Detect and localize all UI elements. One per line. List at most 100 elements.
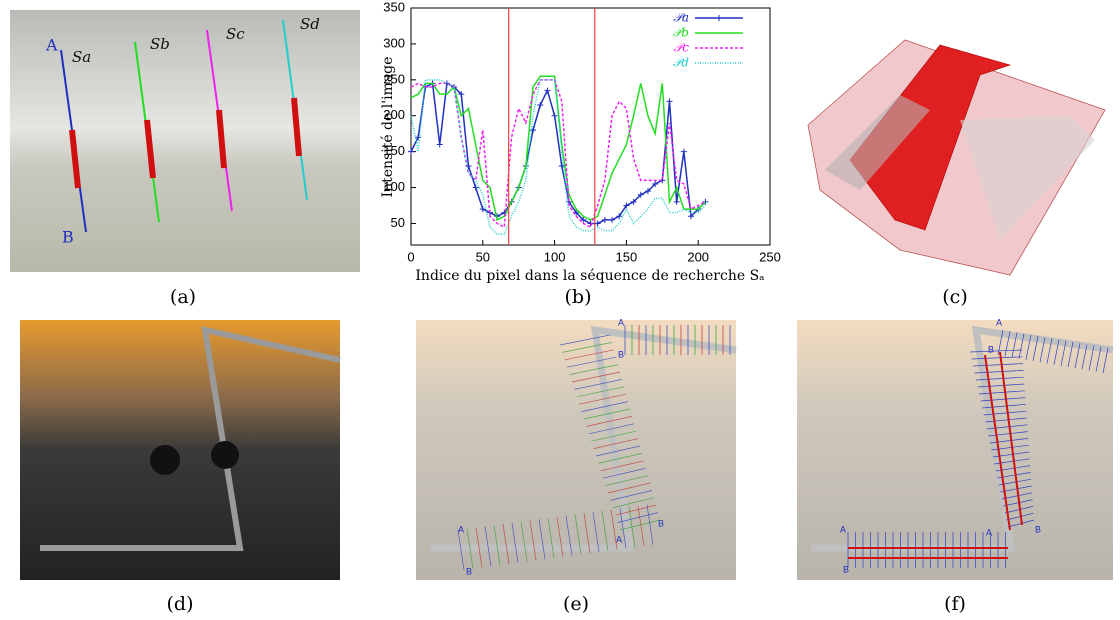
search-line (1003, 499, 1033, 507)
search-line (1102, 347, 1109, 374)
point-label: B (618, 349, 624, 359)
search-line (574, 514, 582, 555)
x-tick-label: 0 (407, 249, 414, 264)
panel-c (807, 39, 1106, 276)
point-label: B (988, 344, 994, 354)
point-marker (415, 134, 422, 141)
search-line (974, 370, 1024, 374)
search-line (977, 383, 1025, 388)
point-marker (609, 216, 616, 223)
search-line (1060, 340, 1067, 366)
point-marker (530, 127, 537, 134)
search-line (559, 334, 611, 346)
point-marker (601, 216, 608, 223)
search-line (988, 431, 1028, 437)
series-line (410, 79, 706, 229)
search-line (610, 509, 618, 550)
sequence-label: Sc (226, 25, 245, 43)
search-line (603, 467, 647, 479)
search-line (607, 482, 651, 494)
surface (807, 39, 1106, 276)
y-tick-label: 200 (383, 107, 405, 122)
y-tick-label: 250 (383, 71, 405, 86)
panel-a: A B Sa Sb Sc Sd (10, 10, 360, 272)
sequence-label: Sa (72, 48, 91, 66)
point-label: B (843, 564, 849, 574)
point-label: A (45, 36, 58, 55)
search-line (511, 522, 519, 563)
point-marker (458, 91, 465, 98)
search-line (583, 513, 591, 554)
search-line (605, 475, 649, 486)
x-tick-label: 250 (759, 249, 781, 264)
legend-marker (716, 15, 722, 21)
search-line (985, 417, 1027, 423)
search-line (1074, 343, 1081, 369)
search-line (520, 521, 528, 562)
search-line (601, 510, 609, 551)
search-line (979, 390, 1025, 395)
photo (797, 320, 1113, 580)
search-line (637, 505, 645, 547)
point-marker (666, 98, 673, 105)
caption: (a) (170, 286, 196, 308)
y-tick-label: 350 (383, 0, 405, 14)
search-line (1025, 334, 1032, 360)
search-line (564, 349, 615, 361)
search-line (576, 386, 625, 398)
search-line (591, 430, 637, 442)
point-marker (616, 213, 623, 220)
search-line (1004, 506, 1034, 514)
search-line (976, 376, 1024, 381)
search-line (569, 364, 619, 375)
point-label: A (618, 317, 624, 327)
search-line (997, 329, 1004, 356)
edge-segment (216, 109, 227, 169)
search-line (562, 342, 613, 353)
point-marker (580, 216, 587, 223)
point-marker (630, 198, 637, 205)
search-line (610, 490, 653, 501)
search-line (971, 356, 1023, 360)
point-label: B (658, 518, 664, 528)
point-label: A (996, 317, 1002, 327)
y-tick-label: 100 (383, 179, 405, 194)
x-tick-label: 50 (476, 249, 490, 264)
y-tick-label: 150 (383, 143, 405, 158)
wire (430, 325, 737, 552)
search-line (567, 356, 617, 368)
point-marker (587, 220, 594, 227)
caption: (d) (167, 593, 194, 615)
point-marker (637, 191, 644, 198)
search-line (529, 520, 537, 561)
search-line (1032, 335, 1039, 362)
search-line (538, 519, 546, 560)
search-line (581, 401, 629, 412)
x-tick-label: 100 (544, 249, 566, 264)
search-line (547, 517, 555, 559)
search-line (1088, 345, 1095, 371)
search-line (598, 453, 643, 464)
point-marker (408, 148, 414, 155)
point-marker (644, 188, 651, 195)
edge-segment (144, 119, 156, 179)
point-label: B (1035, 524, 1041, 534)
search-line (502, 523, 510, 565)
point-label: A (986, 527, 992, 537)
x-axis-label: Indice du pixel dans la séquence de rech… (415, 268, 765, 284)
search-line (646, 504, 654, 545)
x-tick-label: 200 (687, 249, 709, 264)
search-line (1081, 344, 1088, 370)
legend-label: 𝒫d (673, 56, 690, 70)
search-line (1004, 331, 1011, 357)
photo (10, 10, 360, 272)
caption: (c) (942, 286, 967, 308)
point-marker (479, 206, 486, 213)
edge-segment (69, 129, 81, 189)
search-line (493, 525, 501, 566)
series-line (410, 79, 706, 235)
photo (20, 320, 340, 580)
point-marker (551, 112, 558, 119)
search-line (1053, 339, 1060, 365)
search-line (592, 511, 600, 553)
